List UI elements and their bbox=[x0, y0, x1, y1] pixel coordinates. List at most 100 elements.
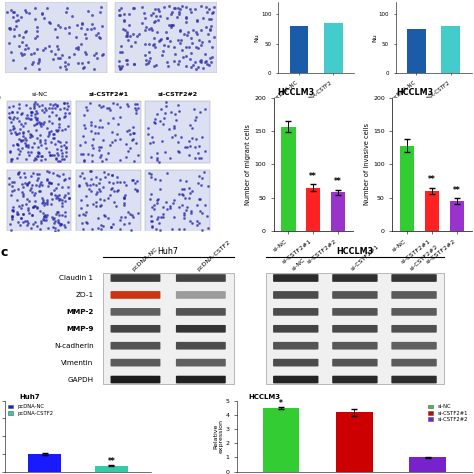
Point bbox=[381, 83, 389, 91]
FancyBboxPatch shape bbox=[110, 291, 160, 299]
Bar bbox=[441, 26, 460, 73]
Text: si-CSTF2#1: si-CSTF2#1 bbox=[89, 91, 129, 97]
Y-axis label: Relative
expression: Relative expression bbox=[213, 419, 224, 453]
Text: **: ** bbox=[310, 172, 317, 181]
Point bbox=[426, 140, 433, 148]
FancyBboxPatch shape bbox=[273, 291, 319, 299]
FancyBboxPatch shape bbox=[392, 359, 437, 366]
FancyBboxPatch shape bbox=[392, 342, 437, 349]
Point bbox=[167, 30, 175, 38]
Point bbox=[437, 74, 444, 82]
Text: ZO-1: ZO-1 bbox=[75, 292, 93, 298]
FancyBboxPatch shape bbox=[176, 291, 226, 299]
Bar bbox=[324, 23, 343, 73]
Text: pcDNA-CSTF2: pcDNA-CSTF2 bbox=[196, 239, 232, 272]
Point bbox=[346, 131, 353, 138]
Point bbox=[394, 115, 402, 123]
Legend: pcDNA-NC, pcDNA-CSTF2: pcDNA-NC, pcDNA-CSTF2 bbox=[8, 403, 55, 417]
FancyBboxPatch shape bbox=[176, 342, 226, 349]
Text: GAPDH: GAPDH bbox=[67, 376, 93, 383]
Point bbox=[472, 16, 474, 24]
FancyBboxPatch shape bbox=[332, 325, 378, 333]
FancyBboxPatch shape bbox=[392, 376, 437, 383]
Y-axis label: Nu: Nu bbox=[255, 33, 259, 42]
Point bbox=[314, 91, 322, 98]
Bar bbox=[263, 408, 300, 472]
Point bbox=[227, 5, 235, 13]
Point bbox=[161, 154, 168, 161]
Bar bbox=[407, 29, 426, 73]
Text: si-CSTF2#2: si-CSTF2#2 bbox=[410, 244, 440, 272]
FancyBboxPatch shape bbox=[273, 274, 319, 282]
Point bbox=[253, 45, 261, 53]
FancyBboxPatch shape bbox=[176, 325, 226, 333]
Bar bbox=[400, 146, 414, 231]
Point bbox=[174, 33, 182, 40]
FancyBboxPatch shape bbox=[273, 308, 319, 316]
FancyBboxPatch shape bbox=[392, 325, 437, 333]
Point bbox=[437, 85, 444, 93]
Text: si-CSTF2#2: si-CSTF2#2 bbox=[158, 91, 198, 97]
Point bbox=[171, 29, 179, 37]
Text: MMP-2: MMP-2 bbox=[66, 309, 93, 315]
Text: **: ** bbox=[108, 457, 115, 466]
Text: HCCLM3: HCCLM3 bbox=[396, 88, 434, 97]
FancyBboxPatch shape bbox=[176, 308, 226, 316]
Text: si-NC: si-NC bbox=[291, 257, 307, 272]
FancyBboxPatch shape bbox=[273, 325, 319, 333]
Bar bbox=[266, 273, 444, 384]
Y-axis label: Number of migrant cells: Number of migrant cells bbox=[246, 124, 251, 205]
Text: **: ** bbox=[428, 175, 436, 184]
FancyBboxPatch shape bbox=[176, 376, 226, 383]
Point bbox=[458, 31, 466, 38]
Text: HCCLM3: HCCLM3 bbox=[249, 394, 281, 401]
Point bbox=[273, 82, 281, 90]
FancyBboxPatch shape bbox=[332, 308, 378, 316]
Point bbox=[356, 21, 363, 29]
Legend: si-NC, si-CSTF2#1, si-CSTF2#2: si-NC, si-CSTF2#1, si-CSTF2#2 bbox=[428, 403, 469, 423]
Point bbox=[285, 72, 293, 79]
Bar bbox=[281, 127, 296, 231]
Bar bbox=[410, 457, 446, 472]
Text: MMP-9: MMP-9 bbox=[66, 326, 93, 332]
Text: b: b bbox=[0, 91, 1, 104]
FancyBboxPatch shape bbox=[332, 376, 378, 383]
Point bbox=[456, 51, 464, 58]
FancyBboxPatch shape bbox=[110, 308, 160, 316]
Point bbox=[213, 9, 220, 16]
Point bbox=[353, 20, 360, 28]
Text: Huh7: Huh7 bbox=[19, 394, 40, 401]
FancyBboxPatch shape bbox=[392, 291, 437, 299]
Point bbox=[321, 0, 329, 5]
FancyBboxPatch shape bbox=[273, 359, 319, 366]
FancyBboxPatch shape bbox=[332, 359, 378, 366]
Point bbox=[308, 106, 316, 114]
Y-axis label: Number of invasive cells: Number of invasive cells bbox=[364, 123, 370, 205]
Point bbox=[416, 0, 423, 4]
FancyBboxPatch shape bbox=[273, 376, 319, 383]
Point bbox=[148, 97, 156, 104]
Text: c: c bbox=[0, 246, 8, 259]
Point bbox=[273, 7, 280, 14]
FancyBboxPatch shape bbox=[332, 274, 378, 282]
Point bbox=[456, 0, 464, 8]
Point bbox=[251, 44, 258, 51]
Bar bbox=[336, 412, 373, 472]
Text: HCCLM3: HCCLM3 bbox=[278, 88, 315, 97]
Text: Vimentin: Vimentin bbox=[61, 360, 93, 365]
Point bbox=[271, 7, 279, 15]
Bar bbox=[331, 192, 345, 231]
Bar bbox=[450, 201, 464, 231]
Point bbox=[168, 50, 175, 57]
Text: **: ** bbox=[453, 186, 461, 195]
Text: *: * bbox=[279, 399, 283, 408]
Bar bbox=[425, 191, 439, 231]
FancyBboxPatch shape bbox=[273, 342, 319, 349]
FancyBboxPatch shape bbox=[332, 291, 378, 299]
Text: Claudin 1: Claudin 1 bbox=[59, 275, 93, 281]
Point bbox=[358, 97, 366, 104]
Text: **: ** bbox=[334, 177, 342, 186]
Text: pcDNA-NC: pcDNA-NC bbox=[131, 246, 158, 272]
Y-axis label: Nu: Nu bbox=[372, 33, 377, 42]
FancyBboxPatch shape bbox=[392, 308, 437, 316]
